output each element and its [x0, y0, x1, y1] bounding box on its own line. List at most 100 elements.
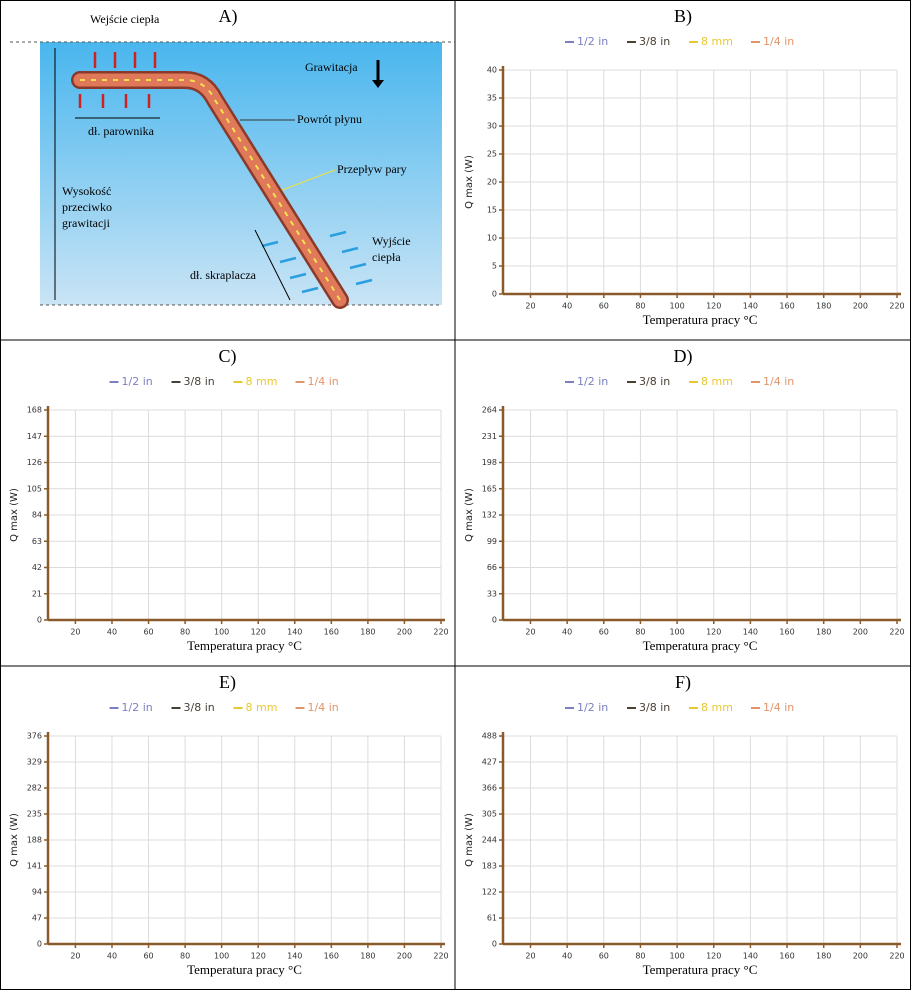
label: Wyjście	[372, 234, 411, 248]
y-tick-label: 122	[482, 888, 497, 897]
y-tick-label: 94	[32, 888, 42, 897]
legend-label: 1/4 in	[308, 375, 339, 388]
y-tick-label: 231	[482, 432, 497, 441]
y-tick-label: 21	[32, 589, 42, 598]
arrows-out	[261, 230, 373, 294]
label: Powrót płynu	[297, 112, 362, 126]
y-tick-label: 0	[492, 290, 497, 299]
x-tick-label: 80	[180, 628, 190, 637]
y-axis-label: Q max (W)	[464, 488, 475, 542]
y-tick-label: 105	[27, 484, 42, 493]
x-tick-label: 160	[324, 952, 339, 961]
x-tick-label: 60	[143, 628, 153, 637]
arrows-in	[78, 52, 157, 108]
x-tick-label: 40	[562, 628, 572, 637]
y-tick-label: 132	[482, 511, 497, 520]
x-tick-label: 140	[287, 628, 302, 637]
y-tick-label: 183	[482, 862, 497, 871]
x-tick-label: 200	[397, 628, 412, 637]
gravity-arrow-head	[372, 80, 384, 88]
x-tick-label: 120	[251, 628, 266, 637]
x-tick-label: 120	[706, 302, 721, 311]
y-tick-label: 282	[27, 784, 42, 793]
x-tick-label: 120	[251, 952, 266, 961]
x-tick-label: 40	[107, 952, 117, 961]
chart-title: E)	[219, 672, 236, 693]
y-tick-label: 198	[482, 458, 497, 467]
label: ciepła	[372, 250, 401, 264]
x-tick-label: 100	[214, 952, 229, 961]
x-tick-label: 20	[70, 952, 80, 961]
y-tick-label: 366	[482, 784, 497, 793]
legend-label: 8 mm	[701, 701, 733, 714]
y-tick-label: 305	[482, 810, 497, 819]
y-tick-label: 165	[482, 484, 497, 493]
x-tick-label: 100	[669, 628, 684, 637]
y-tick-label: 5	[492, 262, 497, 271]
y-tick-label: 84	[32, 511, 42, 520]
x-tick-label: 140	[743, 302, 758, 311]
y-tick-label: 168	[27, 406, 42, 415]
y-tick-label: 25	[487, 150, 497, 159]
x-tick-label: 100	[669, 952, 684, 961]
x-tick-label: 140	[743, 628, 758, 637]
x-tick-label: 180	[360, 628, 375, 637]
y-tick-label: 61	[487, 914, 497, 923]
x-tick-label: 220	[889, 628, 904, 637]
y-tick-label: 42	[32, 563, 42, 572]
y-tick-label: 244	[482, 836, 497, 845]
x-tick-label: 120	[706, 952, 721, 961]
chart-title: D)	[674, 346, 693, 367]
y-tick-label: 188	[27, 836, 42, 845]
x-tick-label: 60	[599, 302, 609, 311]
x-tick-label: 220	[889, 952, 904, 961]
legend-label: 1/2 in	[577, 701, 608, 714]
x-tick-label: 200	[853, 628, 868, 637]
y-tick-label: 235	[27, 810, 42, 819]
legend-label: 1/4 in	[763, 701, 794, 714]
x-axis-label: Temperatura pracy °C	[643, 638, 758, 653]
panel-label: A)	[219, 6, 238, 27]
x-axis-label: Temperatura pracy °C	[187, 962, 302, 977]
x-tick-label: 200	[853, 952, 868, 961]
y-tick-label: 0	[37, 940, 42, 949]
legend-label: 3/8 in	[639, 35, 670, 48]
x-tick-label: 40	[107, 628, 117, 637]
y-tick-label: 40	[487, 66, 497, 75]
x-tick-label: 180	[360, 952, 375, 961]
x-tick-label: 180	[816, 952, 831, 961]
label: dł. parownika	[88, 124, 155, 138]
diagram: A) Wejście ciepła Grawitacja dł. parowni…	[10, 6, 455, 309]
chart-title: C)	[219, 346, 237, 367]
y-tick-label: 47	[32, 914, 42, 923]
x-axis-label: Temperatura pracy °C	[187, 638, 302, 653]
y-tick-label: 35	[487, 94, 497, 103]
x-tick-label: 60	[599, 952, 609, 961]
x-tick-label: 80	[635, 302, 645, 311]
legend-label: 1/2 in	[577, 375, 608, 388]
x-axis-label: Temperatura pracy °C	[643, 962, 758, 977]
y-tick-label: 264	[482, 406, 497, 415]
label: Wysokość	[62, 184, 111, 198]
x-tick-label: 20	[525, 302, 535, 311]
x-tick-label: 200	[397, 952, 412, 961]
x-tick-label: 180	[816, 628, 831, 637]
x-tick-label: 20	[70, 628, 80, 637]
x-axis-label: Temperatura pracy °C	[643, 312, 758, 327]
y-tick-label: 63	[32, 537, 42, 546]
y-tick-label: 10	[487, 234, 497, 243]
y-tick-label: 141	[27, 862, 42, 871]
x-tick-label: 220	[433, 628, 448, 637]
x-tick-label: 160	[779, 952, 794, 961]
y-axis-label: Q max (W)	[9, 488, 20, 542]
x-tick-label: 120	[706, 628, 721, 637]
x-tick-label: 40	[562, 952, 572, 961]
legend-label: 1/4 in	[763, 375, 794, 388]
y-axis-label: Q max (W)	[464, 155, 475, 209]
legend-label: 3/8 in	[639, 375, 670, 388]
x-tick-label: 160	[779, 628, 794, 637]
legend-label: 1/2 in	[122, 375, 153, 388]
label: przeciwko	[62, 200, 112, 214]
legend-label: 3/8 in	[639, 701, 670, 714]
